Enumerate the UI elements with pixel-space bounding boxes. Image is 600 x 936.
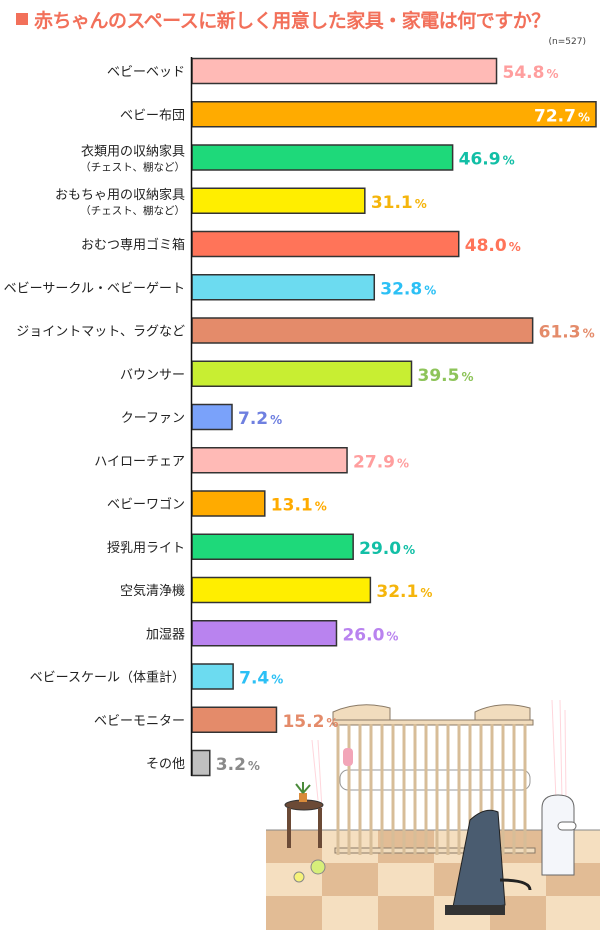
value-label: 72.7% — [534, 106, 590, 126]
bar — [191, 706, 278, 733]
value-label: 13.1% — [271, 496, 327, 516]
category-label: ベビーサークル・ベビーゲート — [4, 281, 185, 296]
value-label: 54.8% — [503, 63, 559, 83]
value-label: 46.9% — [459, 150, 515, 170]
bar — [191, 749, 211, 777]
category-sublabel: （チェスト、棚など） — [80, 161, 185, 174]
value-label: 3.2% — [216, 755, 260, 775]
value-label: 39.5% — [418, 366, 474, 386]
category-label: 授乳用ライト — [107, 541, 185, 556]
value-label: 26.0% — [342, 625, 398, 645]
bar — [191, 490, 266, 517]
value-label: 48.0% — [465, 236, 521, 256]
category-label: その他 — [146, 757, 185, 772]
category-label: ベビー布団 — [120, 108, 185, 123]
category-label: おむつ専用ゴミ箱 — [81, 237, 185, 253]
chart-title: 赤ちゃんのスペースに新しく用意した家具・家電は何ですか？ — [16, 6, 550, 33]
category-sublabel: （チェスト、棚など） — [80, 204, 185, 217]
sample-size-note: (n=527) — [548, 37, 586, 47]
category-label: クーファン — [121, 411, 185, 426]
value-label: 29.0% — [359, 539, 415, 559]
bar — [191, 57, 498, 85]
category-label: ベビーワゴン — [107, 497, 185, 513]
bar — [191, 403, 233, 431]
bar — [191, 144, 454, 171]
bar — [191, 101, 597, 128]
value-label: 7.2% — [238, 409, 282, 429]
bar — [191, 533, 354, 560]
nursery-illustration — [266, 699, 600, 930]
value-label: 7.4% — [239, 669, 283, 689]
bar — [191, 447, 348, 474]
category-label: 加湿器 — [146, 627, 185, 642]
value-label: 32.1% — [376, 582, 432, 602]
category-label: ベビースケール（体重計） — [30, 670, 185, 686]
bar — [191, 360, 413, 387]
category-label: 空気清浄機 — [120, 583, 185, 599]
bar — [191, 317, 534, 344]
bar — [191, 187, 366, 214]
category-label: バウンサー — [120, 368, 185, 383]
value-label: 61.3% — [539, 323, 595, 343]
value-label: 31.1% — [371, 193, 427, 213]
category-label: おもちゃ用の収納家具 — [55, 187, 185, 203]
category-label: ベビーモニター — [94, 714, 185, 729]
category-label: ジョイントマット、ラグなど — [16, 325, 185, 340]
category-label: ハイローチェア — [94, 454, 185, 469]
category-label: ベビーベッド — [107, 65, 185, 80]
bar — [191, 230, 460, 258]
value-label: 15.2% — [282, 712, 338, 732]
bar — [191, 274, 376, 301]
value-label: 27.9% — [353, 452, 409, 472]
bar — [191, 663, 234, 690]
bar — [191, 620, 338, 647]
title-square-icon — [16, 13, 28, 25]
category-label: 衣類用の収納家具 — [81, 144, 185, 160]
value-label: 32.8% — [380, 279, 436, 299]
bar — [191, 576, 372, 604]
